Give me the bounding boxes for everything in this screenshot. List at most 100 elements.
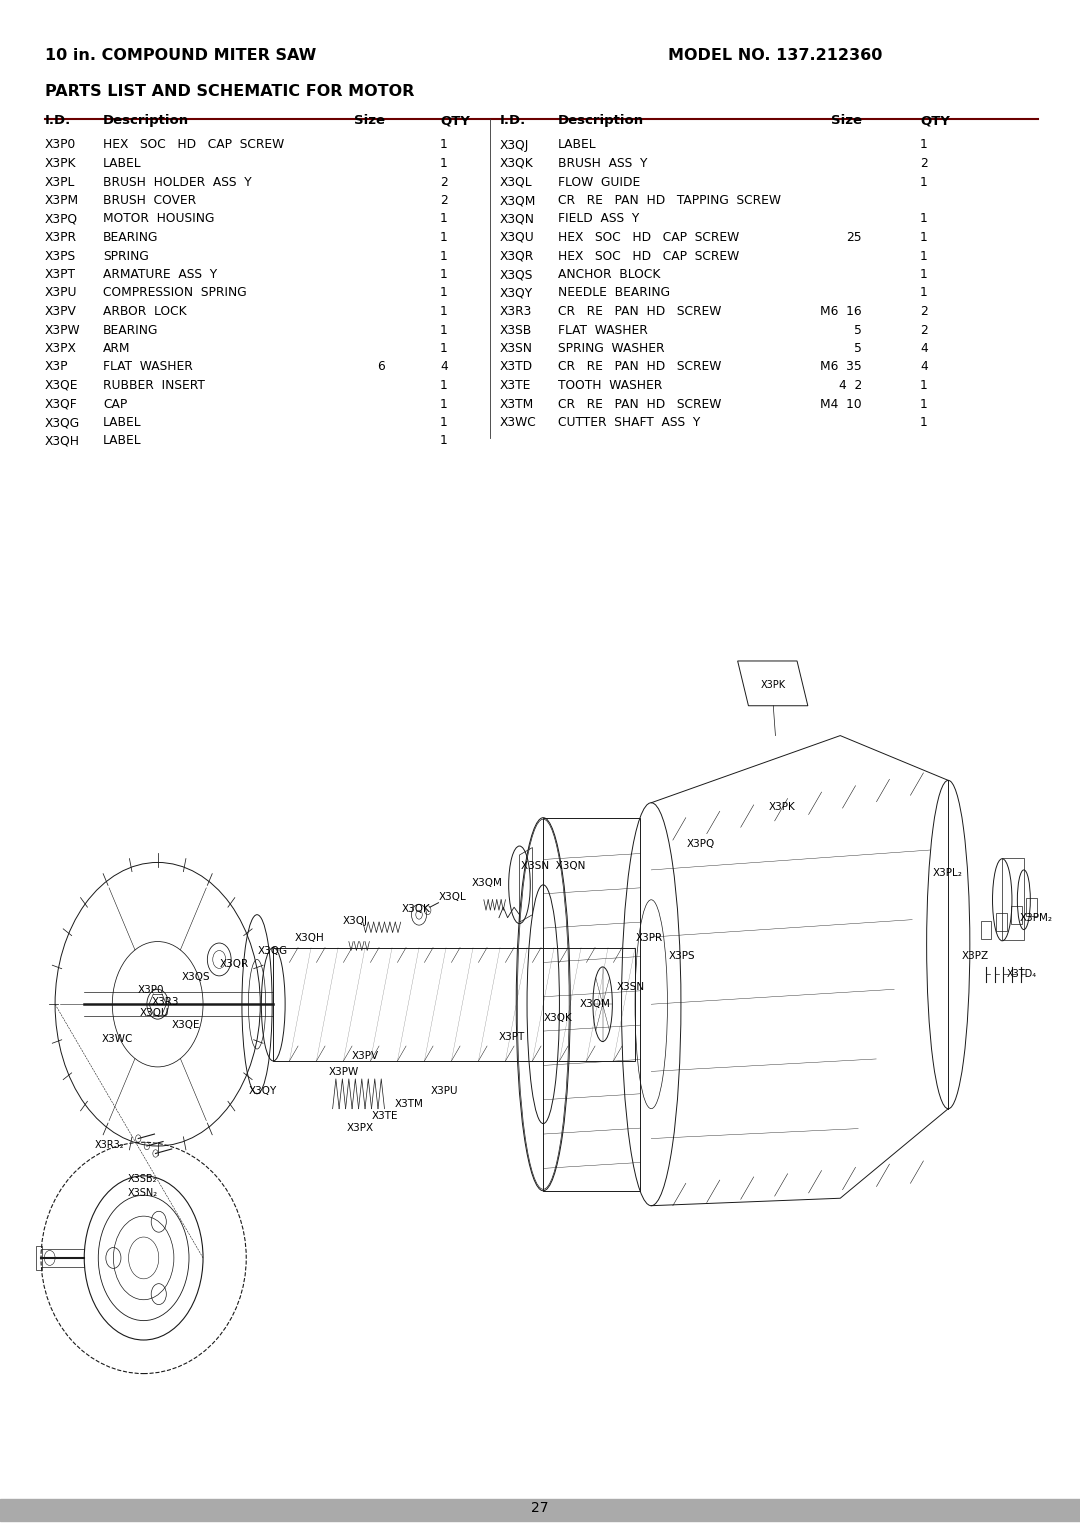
Text: X3QK: X3QK [543, 1013, 572, 1023]
Text: 27: 27 [531, 1501, 549, 1515]
Text: X3SB₂: X3SB₂ [127, 1174, 158, 1184]
Text: X3QH: X3QH [45, 435, 80, 447]
Text: Size: Size [831, 113, 862, 127]
Text: X3PM₂: X3PM₂ [1020, 913, 1052, 922]
Text: X3QY: X3QY [248, 1086, 278, 1095]
Text: 1: 1 [920, 213, 928, 225]
Text: HEX   SOC   HD   CAP  SCREW: HEX SOC HD CAP SCREW [558, 250, 739, 262]
Text: FLAT  WASHER: FLAT WASHER [103, 360, 192, 374]
Text: SPRING  WASHER: SPRING WASHER [558, 342, 664, 355]
Text: X3QN: X3QN [500, 213, 535, 225]
Text: 6: 6 [377, 360, 384, 374]
Text: PARTS LIST AND SCHEMATIC FOR MOTOR: PARTS LIST AND SCHEMATIC FOR MOTOR [45, 84, 415, 100]
Text: 1: 1 [920, 417, 928, 429]
Text: 1: 1 [440, 250, 448, 262]
Text: ARBOR  LOCK: ARBOR LOCK [103, 305, 187, 319]
Text: X3TM: X3TM [500, 397, 535, 411]
Text: SPRING: SPRING [103, 250, 149, 262]
Text: M6  35: M6 35 [820, 360, 862, 374]
Text: I.D.: I.D. [45, 113, 71, 127]
Text: CR   RE   PAN  HD   SCREW: CR RE PAN HD SCREW [558, 305, 721, 319]
Text: 1: 1 [920, 231, 928, 244]
Text: 1: 1 [440, 138, 448, 152]
Text: FIELD  ASS  Y: FIELD ASS Y [558, 213, 639, 225]
Ellipse shape [147, 990, 168, 1019]
Text: CUTTER  SHAFT  ASS  Y: CUTTER SHAFT ASS Y [558, 417, 700, 429]
Bar [273, 947, 635, 1062]
Text: X3QL: X3QL [438, 892, 467, 902]
Text: X3P0: X3P0 [45, 138, 77, 152]
Text: X3WC: X3WC [500, 417, 537, 429]
Text: BEARING: BEARING [103, 231, 159, 244]
Text: QTY: QTY [920, 113, 950, 127]
Text: 1: 1 [440, 397, 448, 411]
Text: LABEL: LABEL [558, 138, 596, 152]
Text: X3QJ: X3QJ [343, 916, 368, 927]
Text: X3PM: X3PM [45, 195, 79, 207]
Text: 4  2: 4 2 [839, 378, 862, 392]
Text: 4: 4 [920, 360, 928, 374]
Text: 1: 1 [440, 305, 448, 319]
Text: X3R3: X3R3 [500, 305, 532, 319]
Text: 2: 2 [440, 195, 448, 207]
Bar [0, 1498, 1080, 1521]
Text: X3TM: X3TM [394, 1098, 423, 1109]
Text: X3PK: X3PK [760, 680, 785, 689]
Bar [1026, 898, 1037, 916]
Text: 2: 2 [920, 305, 928, 319]
Text: X3TD: X3TD [500, 360, 534, 374]
Text: X3PT: X3PT [499, 1033, 525, 1042]
Text: X3P0: X3P0 [138, 985, 164, 994]
Text: CAP: CAP [103, 397, 127, 411]
Text: X3PZ: X3PZ [962, 951, 989, 961]
Text: BEARING: BEARING [103, 323, 159, 337]
Text: X3QS: X3QS [500, 268, 534, 280]
Text: X3PU: X3PU [431, 1086, 458, 1095]
Bar [981, 921, 991, 939]
Text: X3TD₄: X3TD₄ [1007, 968, 1037, 979]
Text: LABEL: LABEL [103, 435, 141, 447]
Text: X3QL: X3QL [500, 176, 532, 188]
Text: ANCHOR  BLOCK: ANCHOR BLOCK [558, 268, 660, 280]
Text: 1: 1 [440, 231, 448, 244]
Text: 1: 1 [440, 417, 448, 429]
Text: X3QS: X3QS [183, 971, 211, 982]
Text: CR   RE   PAN  HD   SCREW: CR RE PAN HD SCREW [558, 397, 721, 411]
Text: X3SN: X3SN [500, 342, 534, 355]
Text: M4  10: M4 10 [821, 397, 862, 411]
Text: 1: 1 [440, 378, 448, 392]
Text: X3PR: X3PR [635, 933, 663, 942]
Bar [543, 818, 640, 1190]
Text: ARM: ARM [103, 342, 131, 355]
Text: X3QU: X3QU [500, 231, 535, 244]
Text: X3QR: X3QR [220, 959, 249, 970]
Text: X3QE: X3QE [45, 378, 79, 392]
Text: 1: 1 [920, 268, 928, 280]
Text: X3PK: X3PK [45, 156, 77, 170]
Text: X3SB: X3SB [500, 323, 532, 337]
Text: FLAT  WASHER: FLAT WASHER [558, 323, 648, 337]
Text: X3PX: X3PX [347, 1123, 374, 1134]
Text: X3QM: X3QM [472, 878, 502, 889]
Text: 1: 1 [440, 156, 448, 170]
Text: 10 in. COMPOUND MITER SAW: 10 in. COMPOUND MITER SAW [45, 47, 316, 63]
Text: LABEL: LABEL [103, 156, 141, 170]
Text: X3PR: X3PR [45, 231, 77, 244]
Text: MOTOR  HOUSING: MOTOR HOUSING [103, 213, 214, 225]
Text: CR   RE   PAN  HD   TAPPING  SCREW: CR RE PAN HD TAPPING SCREW [558, 195, 781, 207]
Text: X3QH: X3QH [295, 933, 325, 942]
Text: X3SN: X3SN [617, 982, 645, 991]
Text: X3PS: X3PS [45, 250, 76, 262]
Text: X3QF: X3QF [45, 397, 78, 411]
Text: NEEDLE  BEARING: NEEDLE BEARING [558, 286, 670, 299]
Text: 1: 1 [440, 342, 448, 355]
Text: 4: 4 [440, 360, 448, 374]
Text: MODEL NO. 137.212360: MODEL NO. 137.212360 [669, 47, 882, 63]
Text: X3PT: X3PT [45, 268, 76, 280]
Text: X3PS: X3PS [669, 951, 696, 961]
Text: X3QM: X3QM [580, 999, 611, 1010]
Text: 4: 4 [920, 342, 928, 355]
Text: X3TE: X3TE [500, 378, 531, 392]
Text: X3QK: X3QK [500, 156, 534, 170]
Text: Description: Description [558, 113, 644, 127]
